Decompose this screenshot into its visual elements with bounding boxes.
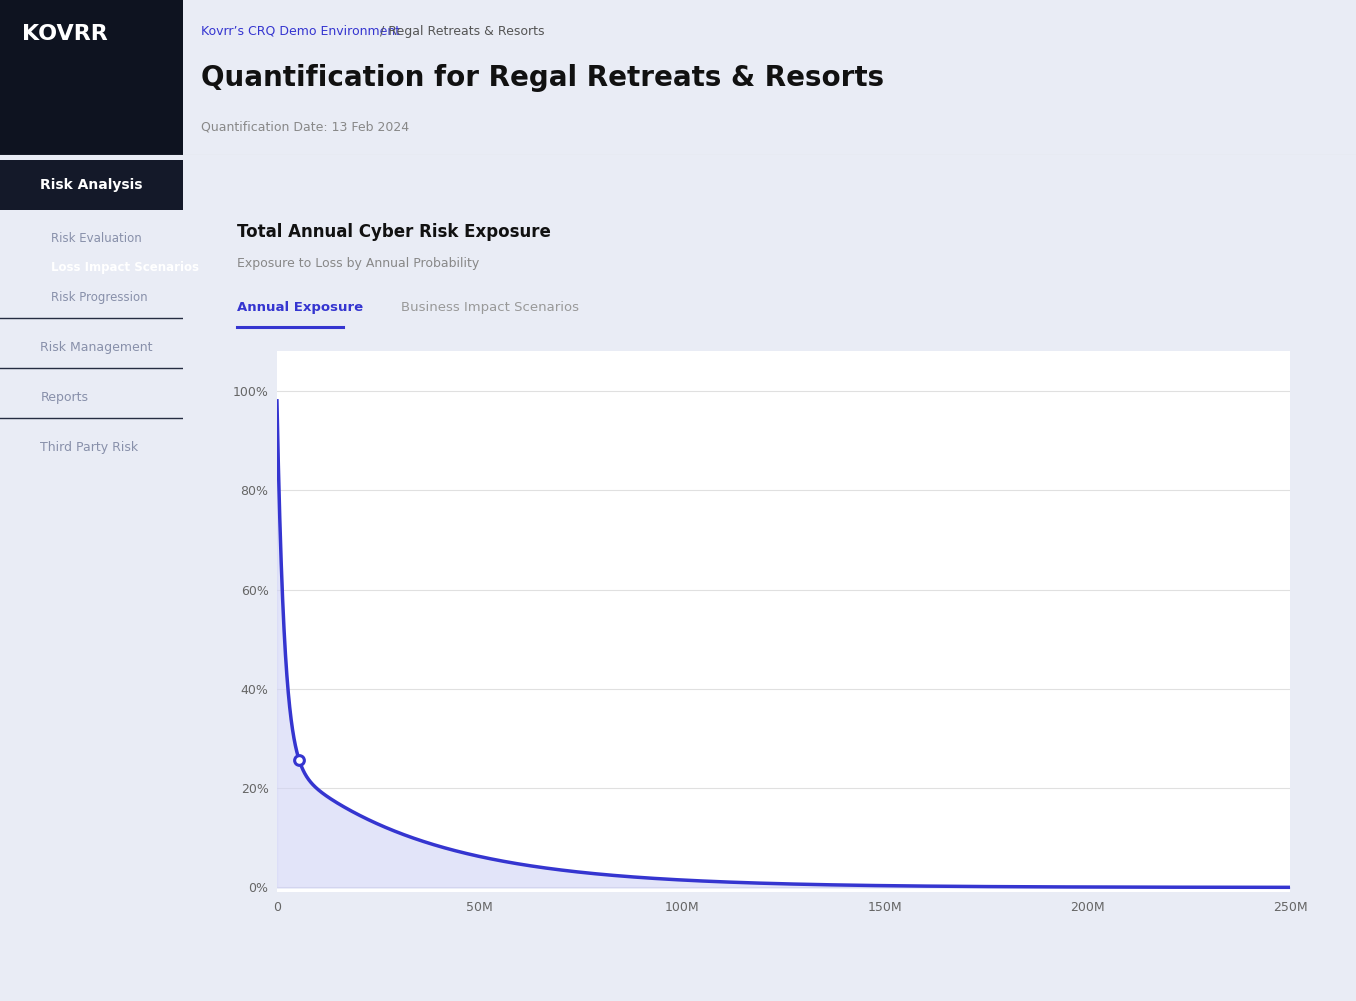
Text: Annual Exposure: Annual Exposure — [237, 301, 363, 314]
Bar — [0, 0, 183, 155]
Text: Exposure to Loss by Annual Probability: Exposure to Loss by Annual Probability — [237, 257, 480, 270]
Text: Quantification for Regal Retreats & Resorts: Quantification for Regal Retreats & Reso… — [201, 63, 884, 91]
Bar — [0, 160, 183, 210]
Text: Quantification Date: 13 Feb 2024: Quantification Date: 13 Feb 2024 — [201, 120, 410, 133]
Text: Business Impact Scenarios: Business Impact Scenarios — [401, 301, 579, 314]
Text: Kovrr’s CRQ Demo Environment: Kovrr’s CRQ Demo Environment — [201, 24, 400, 37]
Text: Third Party Risk: Third Party Risk — [41, 441, 138, 454]
Text: Risk Analysis: Risk Analysis — [41, 178, 142, 192]
Text: Risk Evaluation: Risk Evaluation — [52, 231, 142, 244]
Text: KOVRR: KOVRR — [22, 24, 107, 44]
Text: Reports: Reports — [41, 391, 88, 404]
Text: Total Annual Cyber Risk Exposure: Total Annual Cyber Risk Exposure — [237, 223, 551, 241]
Text: Loss Impact Scenarios: Loss Impact Scenarios — [52, 261, 199, 274]
Text: Risk Management: Risk Management — [41, 341, 153, 354]
Text: / Regal Retreats & Resorts: / Regal Retreats & Resorts — [376, 24, 545, 37]
Text: Risk Progression: Risk Progression — [52, 291, 148, 304]
